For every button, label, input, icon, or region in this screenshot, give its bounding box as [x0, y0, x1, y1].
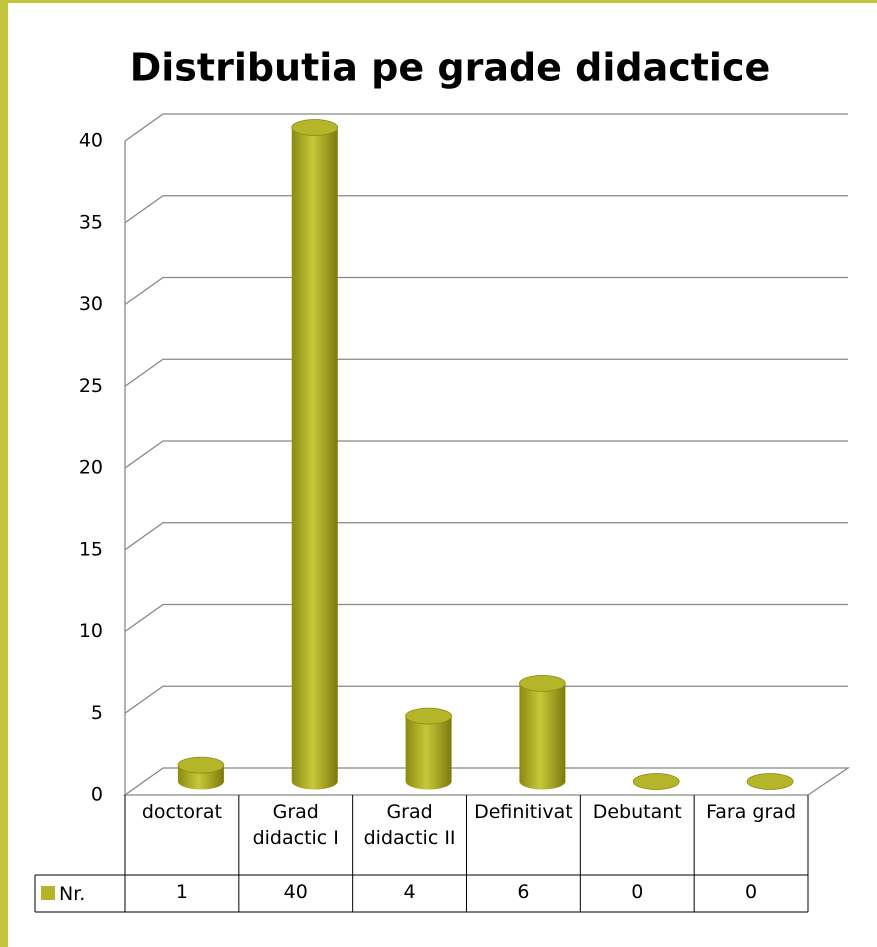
grid-line — [124, 522, 848, 551]
value-label: 0 — [631, 881, 644, 903]
bar-part — [632, 773, 680, 790]
y-tick-label: 10 — [79, 620, 103, 642]
x-tick-label: Definitivat — [474, 801, 573, 823]
y-tick-label: 20 — [79, 457, 103, 479]
bar-part — [405, 716, 452, 790]
floor — [122, 767, 851, 796]
y-tick-label: 30 — [79, 293, 103, 315]
bar — [405, 707, 452, 790]
chart-title: Distributia pe grade didactice — [130, 46, 771, 90]
grid-line — [124, 358, 848, 387]
y-tick-label: 40 — [79, 130, 103, 152]
grid-line — [124, 685, 848, 714]
bar — [746, 773, 794, 790]
value-label: 0 — [745, 881, 758, 903]
legend-label: Nr. — [59, 883, 85, 905]
bar-part — [291, 119, 339, 136]
bar-part — [291, 127, 338, 790]
bar — [291, 119, 339, 790]
x-tick-label: doctorat — [141, 801, 222, 823]
value-label: 6 — [517, 881, 530, 903]
value-label: 4 — [403, 881, 416, 903]
y-tick-label: 0 — [91, 784, 103, 806]
y-tick-label: 5 — [91, 702, 103, 724]
bar — [632, 773, 680, 790]
grid-line — [124, 113, 848, 142]
y-tick-label: 15 — [79, 538, 103, 560]
grid-line — [124, 440, 848, 469]
x-tick-label: Fara grad — [706, 801, 797, 823]
bar-part — [405, 707, 452, 725]
value-label: 40 — [283, 881, 308, 903]
x-tick-label: Grad didactic II — [363, 801, 456, 849]
bar-part — [519, 675, 566, 692]
legend-swatch — [41, 886, 55, 900]
grid-line — [124, 195, 848, 224]
bar-part — [177, 756, 225, 774]
bar-part — [519, 683, 566, 790]
value-label: 1 — [175, 881, 188, 903]
x-tick-label: Grad didactic I — [252, 801, 339, 849]
y-tick-label: 35 — [79, 211, 103, 233]
bar — [519, 675, 566, 790]
grid-line — [124, 276, 848, 306]
bar — [177, 756, 225, 790]
bar-part — [746, 773, 794, 790]
grid-line — [124, 603, 848, 633]
y-tick-label: 25 — [79, 375, 103, 397]
x-tick-label: Debutant — [592, 801, 682, 823]
